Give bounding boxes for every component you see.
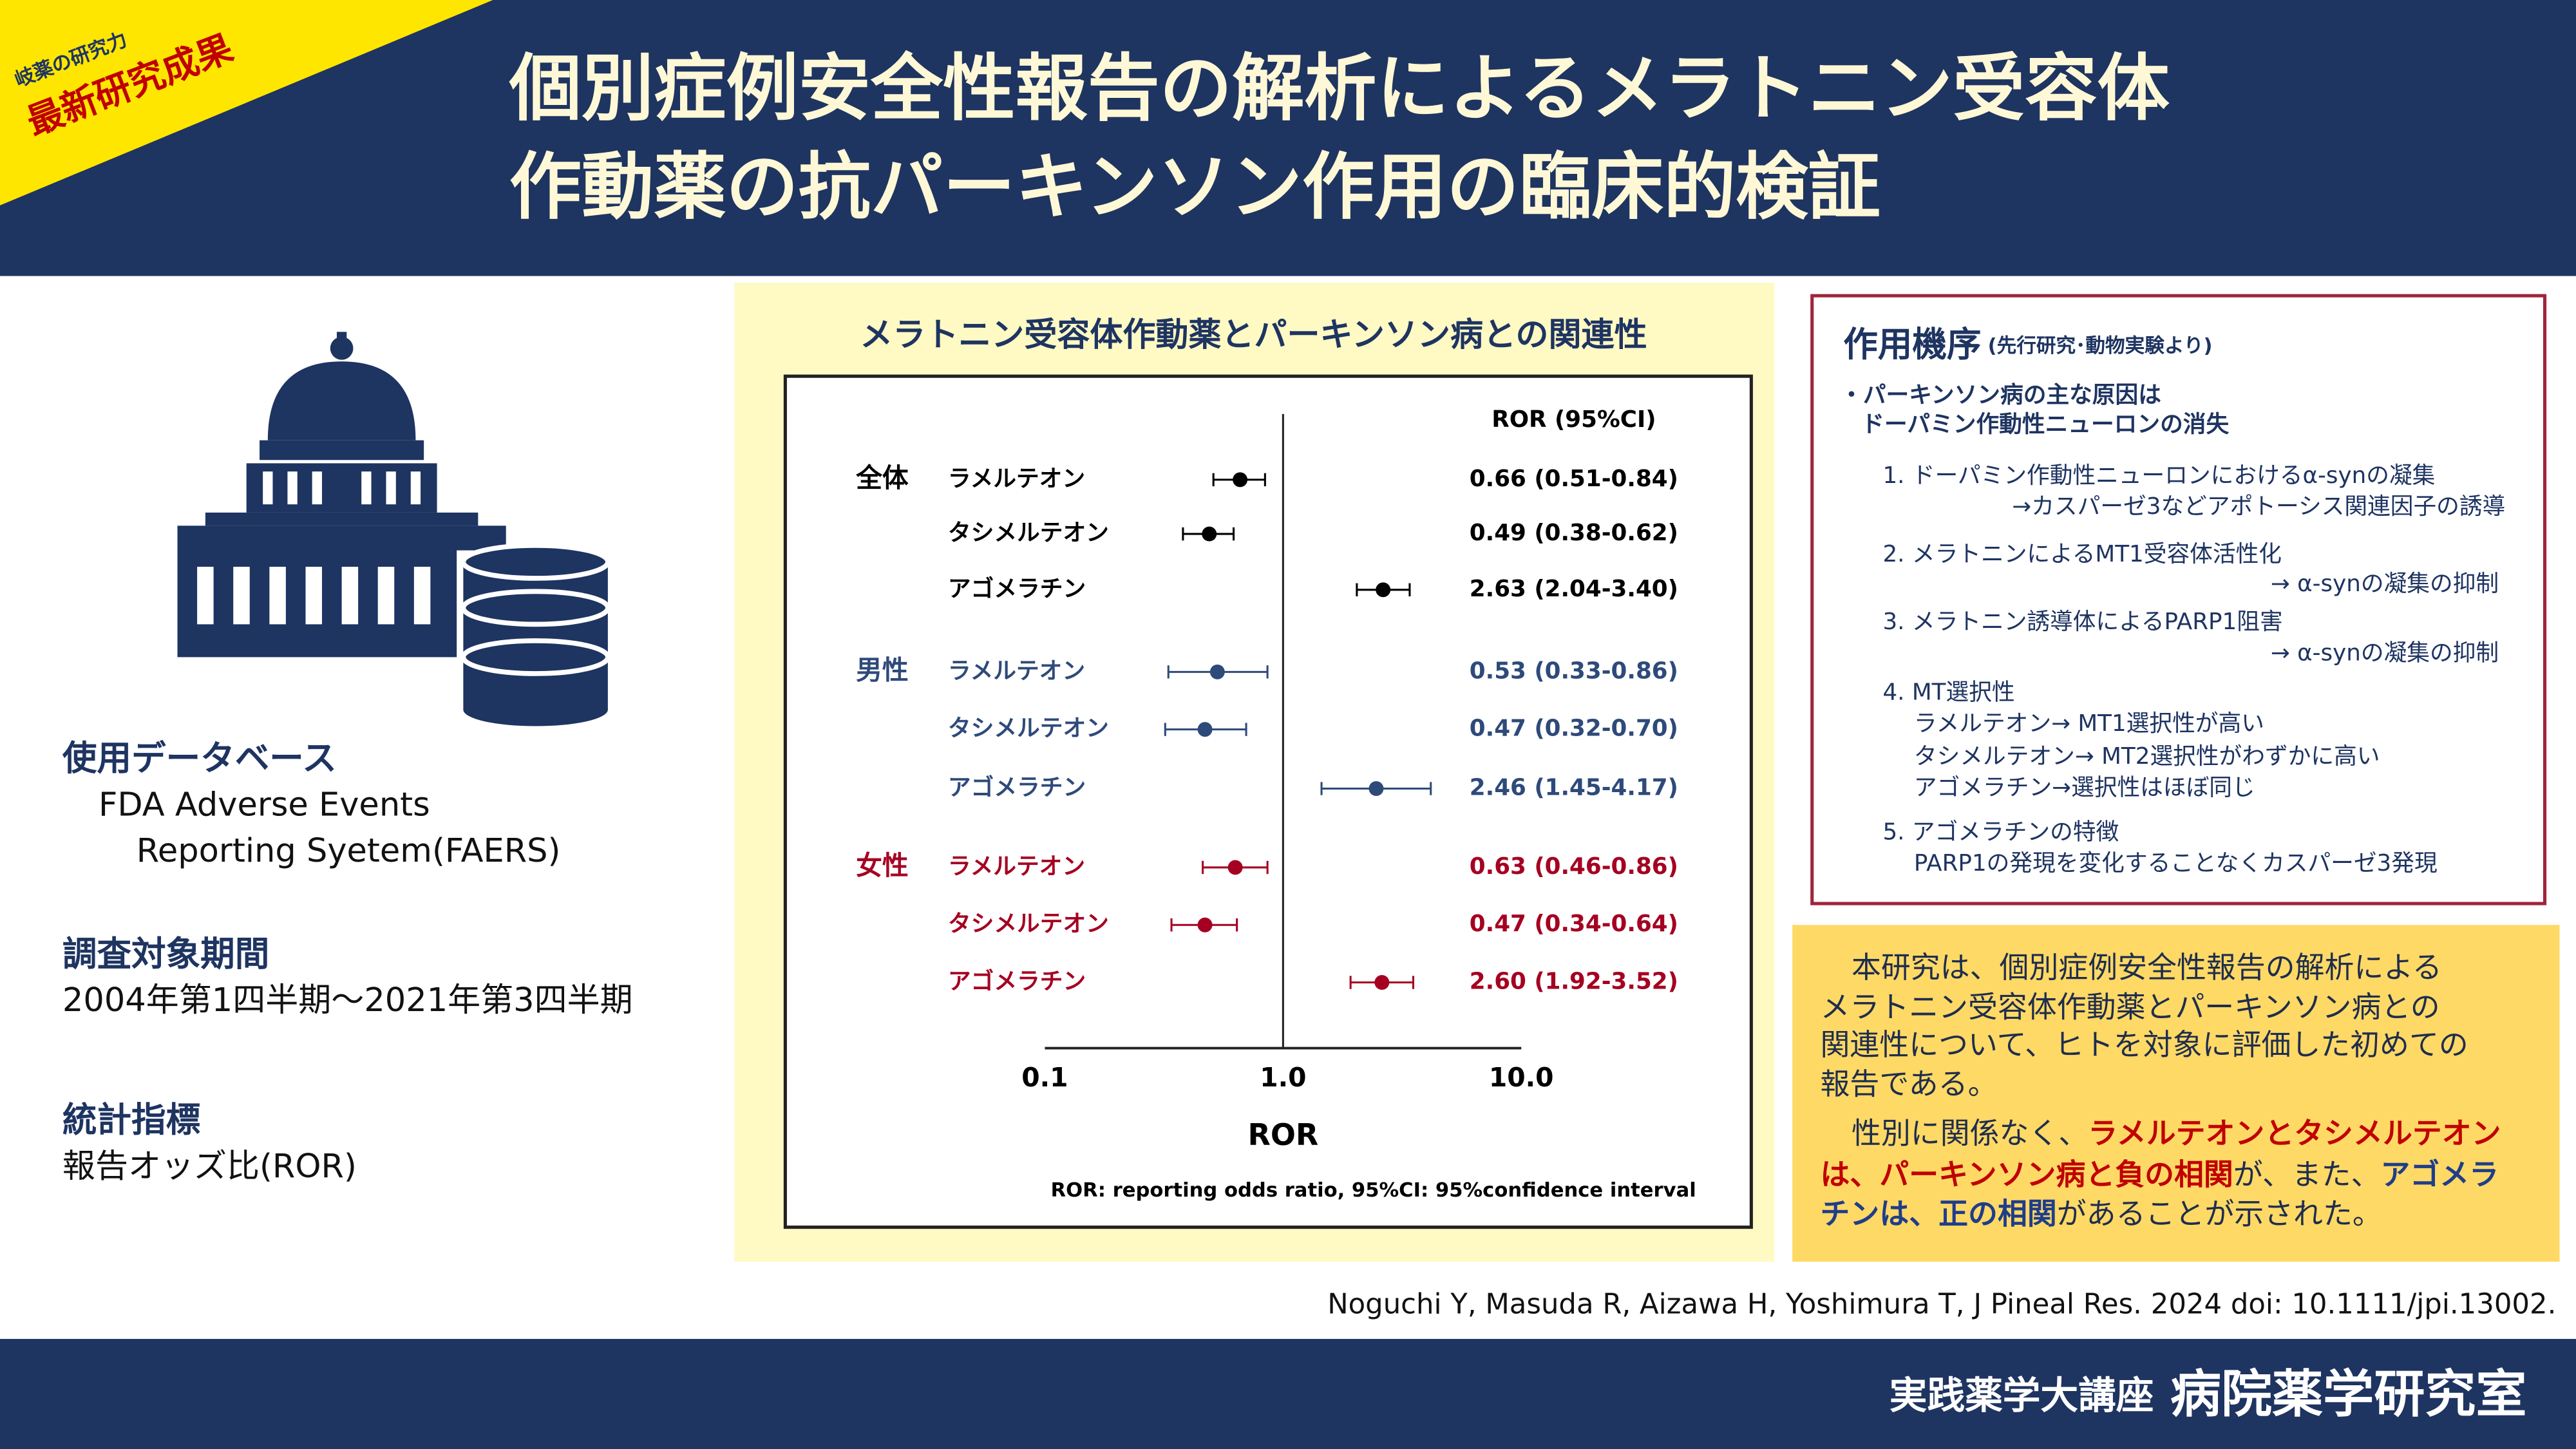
- conclusion-line: は、パーキンソン病と負の相関が、また、アゴメラ: [1821, 1157, 2499, 1191]
- mechanism-line: →カスパーゼ3などアポトーシス関連因子の誘導: [2012, 493, 2505, 520]
- conclusion-segment: チンは、正の相関: [1821, 1196, 2057, 1231]
- value-label: 0.63 (0.46-0.86): [1470, 853, 1678, 880]
- column-header: ROR (95%CI): [1492, 406, 1656, 433]
- value-label: 2.60 (1.92-3.52): [1470, 969, 1678, 995]
- drug-label: タシメルテオン: [948, 715, 1109, 742]
- value-label: 2.46 (1.45-4.17): [1470, 774, 1678, 800]
- value-label: 0.53 (0.33-0.86): [1470, 658, 1678, 684]
- mechanism-line: タシメルテオン→ MT2選択性がわずかに高い: [1914, 743, 2380, 770]
- mechanism-line: 5. アゴメラチンの特徴: [1882, 819, 2119, 845]
- footer-text: 実践薬学大講座 病院薬学研究室: [1889, 1365, 2527, 1424]
- mechanism-line: ラメルテオン→ MT1選択性が高い: [1914, 710, 2264, 737]
- info-heading: 統計指標: [62, 1099, 200, 1140]
- conclusion-line: 本研究は、個別症例安全性報告の解析による: [1852, 950, 2442, 985]
- conclusion-segment: は、パーキンソン病と負の相関: [1821, 1157, 2233, 1191]
- conclusion-line: 報告である。: [1821, 1066, 1998, 1101]
- conclusion-segment: 関連性について、ヒトを対象に評価した初めての: [1821, 1027, 2468, 1062]
- point-estimate: [1202, 526, 1217, 542]
- left-info: 使用データベース FDA Adverse Events Reporting Syet…: [62, 738, 633, 1186]
- mechanism-line: 1. ドーパミン作動性ニューロンにおけるα-synの凝集: [1882, 462, 2435, 489]
- info-heading: 使用データベース: [62, 738, 337, 779]
- footer-lab: 病院薬学研究室: [2170, 1365, 2527, 1424]
- conclusion-segment: 性別に関係なく、: [1852, 1115, 2088, 1150]
- x-tick-label: 1.0: [1260, 1062, 1306, 1093]
- drug-label: アゴメラチン: [948, 576, 1086, 602]
- conclusion-line: メラトニン受容体作動薬とパーキンソン病との: [1821, 989, 2440, 1024]
- value-label: 0.47 (0.32-0.70): [1470, 715, 1678, 742]
- citation: Noguchi Y, Masuda R, Aizawa H, Yoshimura…: [1327, 1289, 2556, 1321]
- header-band: [0, 0, 2576, 276]
- title-line: 作動薬の抗パーキンソン作用の臨床的検証: [509, 146, 1880, 229]
- drug-label: タシメルテオン: [948, 911, 1109, 937]
- conclusion-segment: があることが示された。: [2057, 1196, 2382, 1231]
- info-line: Reporting Syetem(FAERS): [137, 832, 561, 870]
- tag-ribbon: [0, 0, 493, 205]
- drug-label: アゴメラチン: [948, 969, 1086, 995]
- mechanism-line: 2. メラトニンによるMT1受容体活性化: [1882, 541, 2282, 567]
- database-icon: [457, 543, 615, 726]
- drug-label: ラメルテオン: [948, 658, 1085, 684]
- group-label: 女性: [856, 850, 909, 881]
- conclusion-line: 関連性について、ヒトを対象に評価した初めての: [1821, 1027, 2468, 1062]
- drug-label: ラメルテオン: [948, 466, 1085, 492]
- conclusion-segment: 報告である。: [1821, 1066, 1998, 1101]
- point-estimate: [1374, 975, 1390, 990]
- mechanism-line: ・パーキンソン病の主な原因は: [1840, 382, 2161, 408]
- mechanism-line: PARP1の発現を変化することなくカスパーゼ3発現: [1914, 850, 2438, 876]
- point-estimate: [1209, 664, 1225, 679]
- conclusion-segment: メラトニン受容体作動薬とパーキンソン病との: [1821, 989, 2440, 1024]
- info-heading: 調査対象期間: [62, 933, 269, 974]
- conclusion-segment: が、また、: [2233, 1157, 2381, 1191]
- point-estimate: [1197, 722, 1213, 737]
- x-axis-label: ROR: [1247, 1117, 1318, 1152]
- conclusion-text: 本研究は、個別症例安全性報告の解析によるメラトニン受容体作動薬とパーキンソン病と…: [1821, 950, 2501, 1231]
- value-label: 2.63 (2.04-3.40): [1470, 576, 1678, 602]
- forest-plot: 0.1 1.0 10.0全体 ラメルテオン 0.66 (0.51-0.84)タシメルテオ…: [855, 413, 1678, 1093]
- mechanism-line: → α-synの凝集の抑制: [2271, 571, 2499, 597]
- conclusion-box: [1792, 925, 2560, 1262]
- conclusion-segment: 本研究は、個別症例安全性報告の解析による: [1852, 950, 2442, 985]
- mechanism-line: 4. MT選択性: [1882, 679, 2014, 706]
- point-estimate: [1227, 860, 1243, 875]
- footer-department: 実践薬学大講座: [1889, 1374, 2154, 1417]
- conclusion-segment: ラメルテオンとタシメルテオン: [2088, 1115, 2501, 1150]
- mechanism-heading: 作用機序: [1843, 324, 1981, 365]
- conclusion-line: チンは、正の相関があることが示された。: [1821, 1196, 2382, 1231]
- value-label: 0.47 (0.34-0.64): [1470, 911, 1678, 937]
- value-label: 0.49 (0.38-0.62): [1470, 520, 1678, 546]
- footnote: ROR: reporting odds ratio, 95%CI: 95%con…: [1051, 1179, 1696, 1202]
- conclusion-line: 性別に関係なく、ラメルテオンとタシメルテオン: [1852, 1115, 2501, 1150]
- mechanism-line: → α-synの凝集の抑制: [2271, 639, 2499, 666]
- mechanism-line: 3. メラトニン誘導体によるPARP1阻害: [1882, 609, 2282, 635]
- mechanism-line: ドーパミン作動性ニューロンの消失: [1861, 412, 2229, 438]
- info-line: FDA Adverse Events: [99, 786, 430, 824]
- x-tick-label: 10.0: [1489, 1062, 1554, 1093]
- title-line: 個別症例安全性報告の解析によるメラトニン受容体: [509, 47, 2170, 131]
- group-label: 男性: [856, 654, 909, 685]
- mechanism-line: アゴメラチン→選択性はほぼ同じ: [1914, 774, 2255, 800]
- point-estimate: [1233, 472, 1248, 488]
- x-tick-label: 0.1: [1021, 1062, 1068, 1093]
- point-estimate: [1376, 582, 1391, 598]
- info-line: 報告オッズ比(ROR): [62, 1148, 357, 1186]
- mechanism-subtitle: (先行研究･動物実験より): [1988, 334, 2213, 357]
- footer-band: [0, 1339, 2576, 1449]
- point-estimate: [1197, 917, 1213, 933]
- plot-frame: [783, 374, 1753, 1229]
- conclusion-segment: アゴメラ: [2380, 1157, 2499, 1191]
- chart-title: メラトニン受容体作動薬とパーキンソン病との関連性: [860, 316, 1647, 354]
- point-estimate: [1368, 781, 1384, 796]
- value-label: 0.66 (0.51-0.84): [1470, 466, 1678, 492]
- drug-label: タシメルテオン: [948, 520, 1109, 546]
- mechanism-title: 作用機序 (先行研究･動物実験より): [1843, 324, 2212, 365]
- drug-label: ラメルテオン: [948, 853, 1085, 880]
- info-line: 2004年第1四半期～2021年第3四半期: [62, 981, 633, 1019]
- drug-label: アゴメラチン: [948, 774, 1086, 800]
- group-label: 全体: [855, 462, 909, 493]
- building-icon: [177, 332, 506, 658]
- mechanism-box: [1810, 294, 2547, 905]
